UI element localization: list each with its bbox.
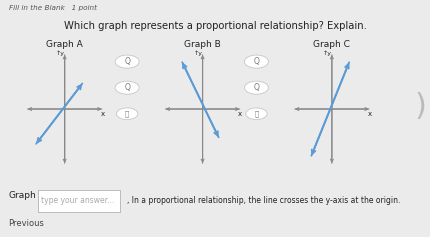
Text: ↑y: ↑y	[55, 51, 64, 56]
Text: Graph A: Graph A	[46, 40, 83, 49]
Text: ↑y: ↑y	[322, 51, 331, 56]
Text: Previous: Previous	[9, 219, 44, 228]
Text: Graph C: Graph C	[313, 40, 350, 49]
Text: Graph: Graph	[9, 191, 36, 200]
Text: ⤢: ⤢	[254, 110, 258, 117]
Text: Q: Q	[253, 57, 259, 66]
Text: type your answer...: type your answer...	[41, 196, 114, 205]
Text: Graph B: Graph B	[184, 40, 221, 49]
Text: Which graph represents a proportional relationship? Explain.: Which graph represents a proportional re…	[64, 21, 366, 31]
Text: x: x	[100, 111, 104, 117]
Text: x: x	[238, 111, 242, 117]
Text: ⤢: ⤢	[125, 110, 129, 117]
Text: ): )	[413, 92, 425, 121]
Text: Fill in the Blank   1 point: Fill in the Blank 1 point	[9, 5, 96, 11]
Text: , In a proportional relationship, the line crosses the y-axis at the origin.: , In a proportional relationship, the li…	[127, 196, 399, 205]
Text: Q: Q	[253, 83, 259, 92]
Text: ↑y: ↑y	[193, 51, 202, 56]
Text: Q: Q	[124, 57, 130, 66]
Text: Q: Q	[124, 83, 130, 92]
Text: x: x	[367, 111, 371, 117]
